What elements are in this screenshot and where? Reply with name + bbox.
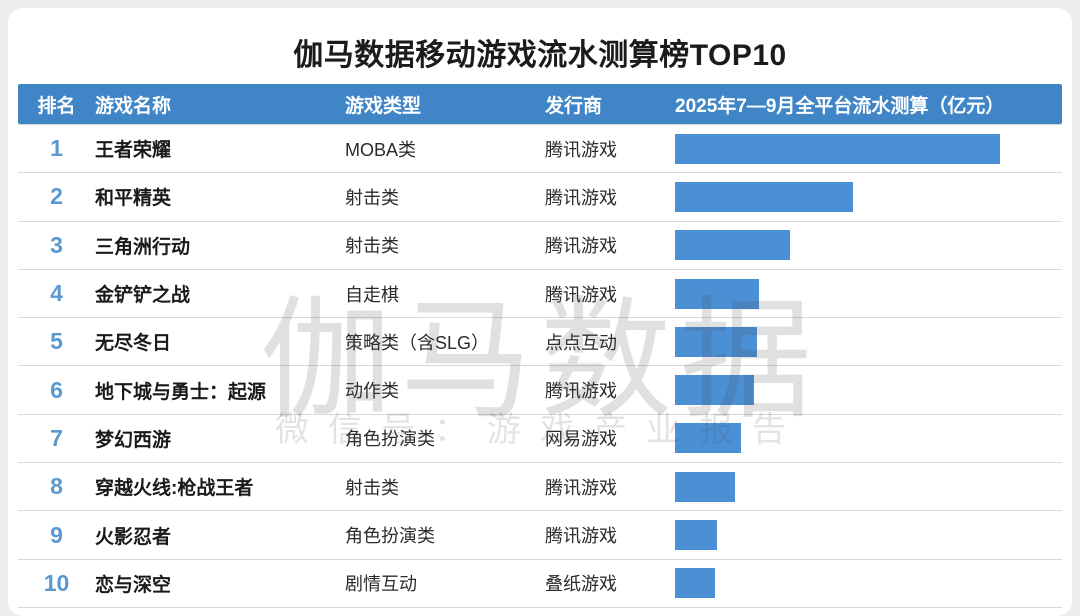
- game-name-cell: 和平精英: [95, 188, 172, 210]
- game-type-cell: 动作类: [345, 381, 399, 402]
- revenue-bar: [675, 181, 853, 212]
- revenue-bar-cell: [675, 415, 1062, 462]
- publisher-cell: 腾讯游戏: [545, 236, 617, 257]
- game-type-cell: MOBA类: [345, 139, 417, 160]
- rank-cell: 1: [50, 135, 63, 162]
- table-row: 9 火影忍者 角色扮演类 腾讯游戏: [18, 511, 1062, 560]
- game-name-cell: 梦幻西游: [95, 429, 172, 451]
- game-name-cell: 恋与深空: [95, 574, 172, 596]
- table-body: 1 王者荣耀 MOBA类 腾讯游戏 2 和平精英 射击类 腾讯游戏 3 三角洲行…: [18, 124, 1062, 608]
- rank-cell: 4: [50, 280, 63, 307]
- revenue-bar-cell: [675, 560, 1062, 607]
- table-row: 7 梦幻西游 角色扮演类 网易游戏: [18, 415, 1062, 464]
- table-row: 5 无尽冬日 策略类（含SLG） 点点互动: [18, 318, 1062, 367]
- publisher-cell: 叠纸游戏: [545, 574, 617, 595]
- revenue-bar-cell: [675, 366, 1062, 413]
- game-type-cell: 射击类: [345, 187, 399, 208]
- rank-cell: 9: [50, 521, 63, 548]
- column-header-game-type: 游戏类型: [345, 95, 422, 117]
- game-name-cell: 三角洲行动: [95, 236, 191, 258]
- revenue-bar: [675, 278, 759, 309]
- publisher-cell: 腾讯游戏: [545, 284, 617, 305]
- game-name-cell: 火影忍者: [95, 526, 172, 548]
- revenue-bar: [675, 133, 1000, 164]
- publisher-cell: 腾讯游戏: [545, 381, 617, 402]
- table-row: 2 和平精英 射击类 腾讯游戏: [18, 173, 1062, 222]
- rank-cell: 10: [43, 569, 70, 596]
- column-header-revenue: 2025年7—9月全平台流水测算（亿元）: [675, 95, 1005, 117]
- table-row: 10 恋与深空 剧情互动 叠纸游戏: [18, 560, 1062, 608]
- revenue-bar-cell: [675, 463, 1062, 510]
- rank-cell: 5: [50, 328, 63, 355]
- game-type-cell: 角色扮演类: [345, 429, 435, 450]
- game-name-cell: 无尽冬日: [95, 333, 172, 355]
- revenue-bar: [675, 423, 741, 454]
- publisher-cell: 腾讯游戏: [545, 139, 617, 160]
- game-name-cell: 金铲铲之战: [95, 285, 191, 307]
- revenue-bar-cell: [675, 511, 1062, 558]
- game-type-cell: 射击类: [345, 236, 399, 257]
- revenue-bar-cell: [675, 222, 1062, 269]
- revenue-bar: [675, 326, 757, 357]
- game-name-cell: 王者荣耀: [95, 140, 172, 162]
- publisher-cell: 网易游戏: [545, 429, 617, 450]
- table-row: 1 王者荣耀 MOBA类 腾讯游戏: [18, 125, 1062, 174]
- page-title: 伽马数据移动游戏流水测算榜TOP10: [293, 39, 787, 72]
- game-name-cell: 穿越火线:枪战王者: [95, 478, 254, 500]
- table-row: 4 金铲铲之战 自走棋 腾讯游戏: [18, 270, 1062, 319]
- publisher-cell: 腾讯游戏: [545, 526, 617, 547]
- table-row: 3 三角洲行动 射击类 腾讯游戏: [18, 222, 1062, 270]
- game-type-cell: 剧情互动: [345, 574, 417, 595]
- rank-cell: 3: [50, 231, 63, 258]
- rank-cell: 6: [50, 376, 63, 403]
- revenue-bar: [675, 375, 754, 406]
- game-type-cell: 射击类: [345, 477, 399, 498]
- column-header-rank: 排名: [37, 95, 76, 117]
- revenue-bar-cell: [675, 318, 1062, 365]
- table-header-row: 排名 游戏名称 游戏类型 发行商 2025年7—9月全平台流水测算（亿元）: [18, 84, 1062, 124]
- revenue-bar-cell: [675, 173, 1062, 220]
- game-type-cell: 自走棋: [345, 284, 399, 305]
- revenue-bar: [675, 568, 715, 599]
- game-name-cell: 地下城与勇士：起源: [95, 381, 267, 403]
- column-header-publisher: 发行商: [545, 95, 603, 117]
- publisher-cell: 腾讯游戏: [545, 477, 617, 498]
- table-row: 6 地下城与勇士：起源 动作类 腾讯游戏: [18, 366, 1062, 415]
- revenue-bar: [675, 520, 717, 551]
- rank-cell: 8: [50, 473, 63, 500]
- publisher-cell: 点点互动: [545, 332, 617, 353]
- publisher-cell: 腾讯游戏: [545, 187, 617, 208]
- revenue-bar: [675, 471, 735, 502]
- revenue-bar: [675, 230, 790, 261]
- ranking-table: 排名 游戏名称 游戏类型 发行商 2025年7—9月全平台流水测算（亿元） 1 …: [18, 84, 1062, 608]
- rank-cell: 7: [50, 424, 63, 451]
- revenue-bar-cell: [675, 125, 1062, 172]
- table-row: 8 穿越火线:枪战王者 射击类 腾讯游戏: [18, 463, 1062, 512]
- column-header-game-name: 游戏名称: [95, 95, 172, 117]
- game-type-cell: 策略类（含SLG）: [345, 332, 490, 353]
- revenue-bar-cell: [675, 270, 1062, 317]
- rank-cell: 2: [50, 183, 63, 210]
- ranking-card: 伽马数据移动游戏流水测算榜TOP10 排名 游戏名称 游戏类型 发行商 2025…: [8, 8, 1072, 616]
- game-type-cell: 角色扮演类: [345, 526, 435, 547]
